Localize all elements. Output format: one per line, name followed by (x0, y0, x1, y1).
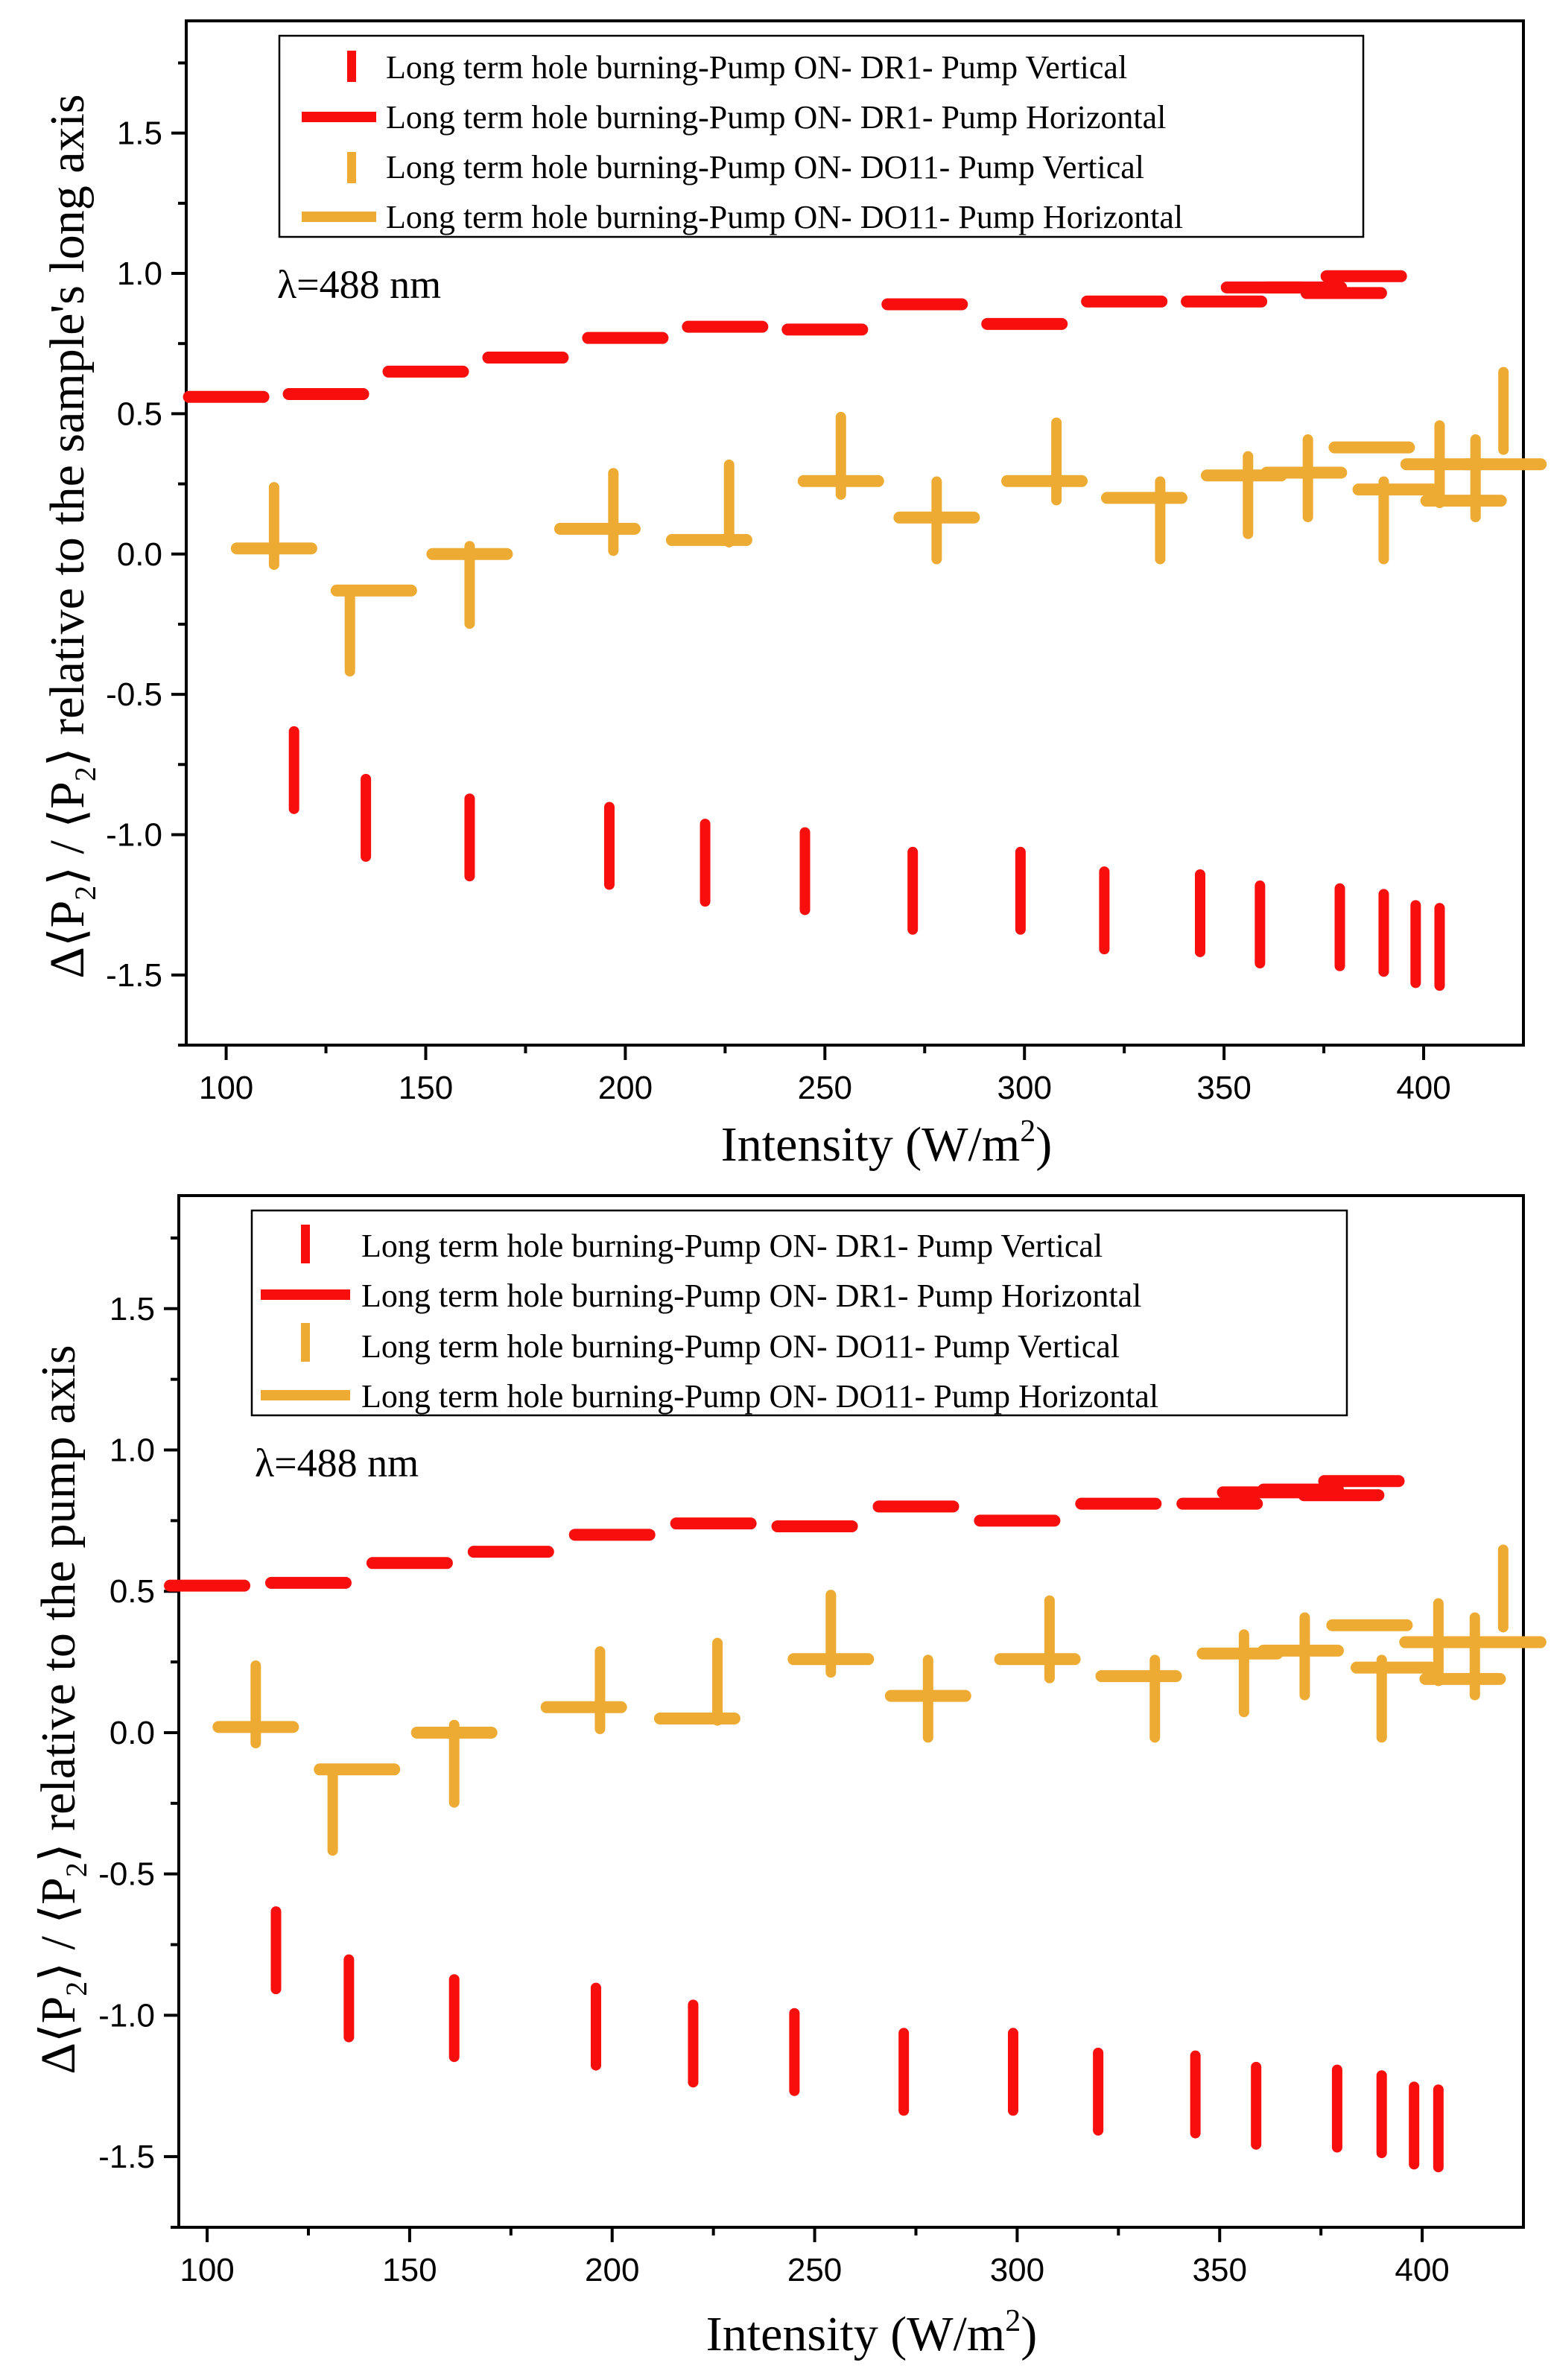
y-axis-title: Δ⟨P2⟩ / ⟨P2⟩ relative to the pump axis (31, 1345, 93, 2074)
legend-label-do11-vertical: Long term hole burning-Pump ON- DO11- Pu… (386, 149, 1144, 185)
plot-frame (177, 1194, 1525, 2229)
legend-label-dr1-horizontal: Long term hole burning-Pump ON- DR1- Pum… (361, 1278, 1141, 1314)
y-tick-label: -1.5 (98, 2139, 155, 2175)
data-marks (164, 1475, 1547, 2173)
x-tick-label: 100 (199, 1070, 253, 1106)
x-tick-label: 200 (598, 1070, 653, 1106)
y-tick-label: 0.0 (110, 1715, 155, 1751)
chart-panel-bottom: 100 150 200 250 300 350 400 -1.5 -1.0 -0.5 0.0 0.5… (31, 1194, 1547, 2361)
y-tick-label: -1.0 (106, 816, 162, 853)
legend: Long term hole burning-Pump ON- DR1- Pum… (278, 34, 1365, 238)
y-tick-label: 1.5 (110, 1291, 155, 1327)
series-do11-horizontal (230, 441, 1547, 597)
y-tick-label: 0.5 (117, 396, 162, 432)
axis-ticks (171, 61, 1426, 1060)
series-dr1-vertical (288, 726, 1445, 991)
x-tick-label: 150 (382, 2252, 437, 2288)
series-dr1-horizontal (164, 1475, 1405, 1592)
legend-label-dr1-horizontal: Long term hole burning-Pump ON- DR1- Pum… (386, 99, 1166, 136)
x-tick-label: 100 (180, 2252, 234, 2288)
legend: Long term hole burning-Pump ON- DR1- Pum… (250, 1209, 1348, 1417)
x-tick-label: 350 (1193, 2252, 1247, 2288)
x-tick-labels: 100 150 200 250 300 350 400 (180, 2252, 1449, 2288)
legend-label-do11-horizontal: Long term hole burning-Pump ON- DO11- Pu… (386, 199, 1183, 235)
x-axis-title: Intensity (W/m2) (721, 1114, 1052, 1172)
series-dr1-vertical (270, 1906, 1444, 2173)
y-tick-label: -1.0 (98, 1997, 155, 2034)
axis-ticks (164, 1236, 1424, 2242)
x-tick-label: 200 (585, 2252, 639, 2288)
y-tick-label: 1.0 (117, 256, 162, 292)
legend-box (250, 1209, 1348, 1417)
wavelength-annotation: λ=488 nm (255, 1441, 419, 1485)
legend-box (278, 34, 1365, 238)
y-tick-label: 0.5 (110, 1573, 155, 1610)
x-tick-labels: 100 150 200 250 300 350 400 (199, 1070, 1451, 1106)
x-tick-label: 250 (798, 1070, 852, 1106)
y-tick-labels: -1.5 -1.0 -0.5 0.0 0.5 1.0 1.5 (106, 115, 162, 994)
x-tick-label: 250 (787, 2252, 842, 2288)
x-tick-label: 150 (399, 1070, 453, 1106)
x-tick-label: 400 (1395, 2252, 1449, 2288)
x-tick-label: 300 (990, 2252, 1044, 2288)
x-tick-label: 300 (997, 1070, 1052, 1106)
legend-label-dr1-vertical: Long term hole burning-Pump ON- DR1- Pum… (361, 1228, 1103, 1264)
legend-label-do11-horizontal: Long term hole burning-Pump ON- DO11- Pu… (361, 1378, 1158, 1415)
y-tick-labels: -1.5 -1.0 -0.5 0.0 0.5 1.0 1.5 (98, 1291, 155, 2175)
plot-frame (185, 19, 1525, 1047)
x-tick-label: 400 (1396, 1070, 1450, 1106)
legend-label-dr1-vertical: Long term hole burning-Pump ON- DR1- Pum… (386, 49, 1127, 86)
y-axis-title: Δ⟨P2⟩ / ⟨P2⟩ relative to the sample's lo… (40, 94, 102, 978)
chart-panel-top: 100 150 200 250 300 350 400 -1.5 -1.0 -0.5 0.0 0.5… (40, 19, 1547, 1172)
wavelength-annotation: λ=488 nm (277, 262, 441, 307)
data-marks (183, 270, 1547, 991)
x-tick-label: 350 (1196, 1070, 1251, 1106)
y-tick-label: -1.5 (106, 957, 162, 994)
legend-label-do11-vertical: Long term hole burning-Pump ON- DO11- Pu… (361, 1328, 1120, 1365)
x-axis-title: Intensity (W/m2) (706, 2304, 1037, 2361)
y-tick-label: 1.5 (117, 115, 162, 152)
y-tick-label: 0.0 (117, 536, 162, 573)
y-tick-label: -0.5 (106, 676, 162, 713)
y-tick-label: -0.5 (98, 1856, 155, 1893)
series-do11-vertical (250, 1544, 1509, 1856)
series-do11-horizontal (212, 1619, 1547, 1776)
series-do11-vertical (268, 366, 1509, 677)
y-tick-label: 1.0 (110, 1432, 155, 1469)
series-dr1-horizontal (183, 270, 1407, 403)
